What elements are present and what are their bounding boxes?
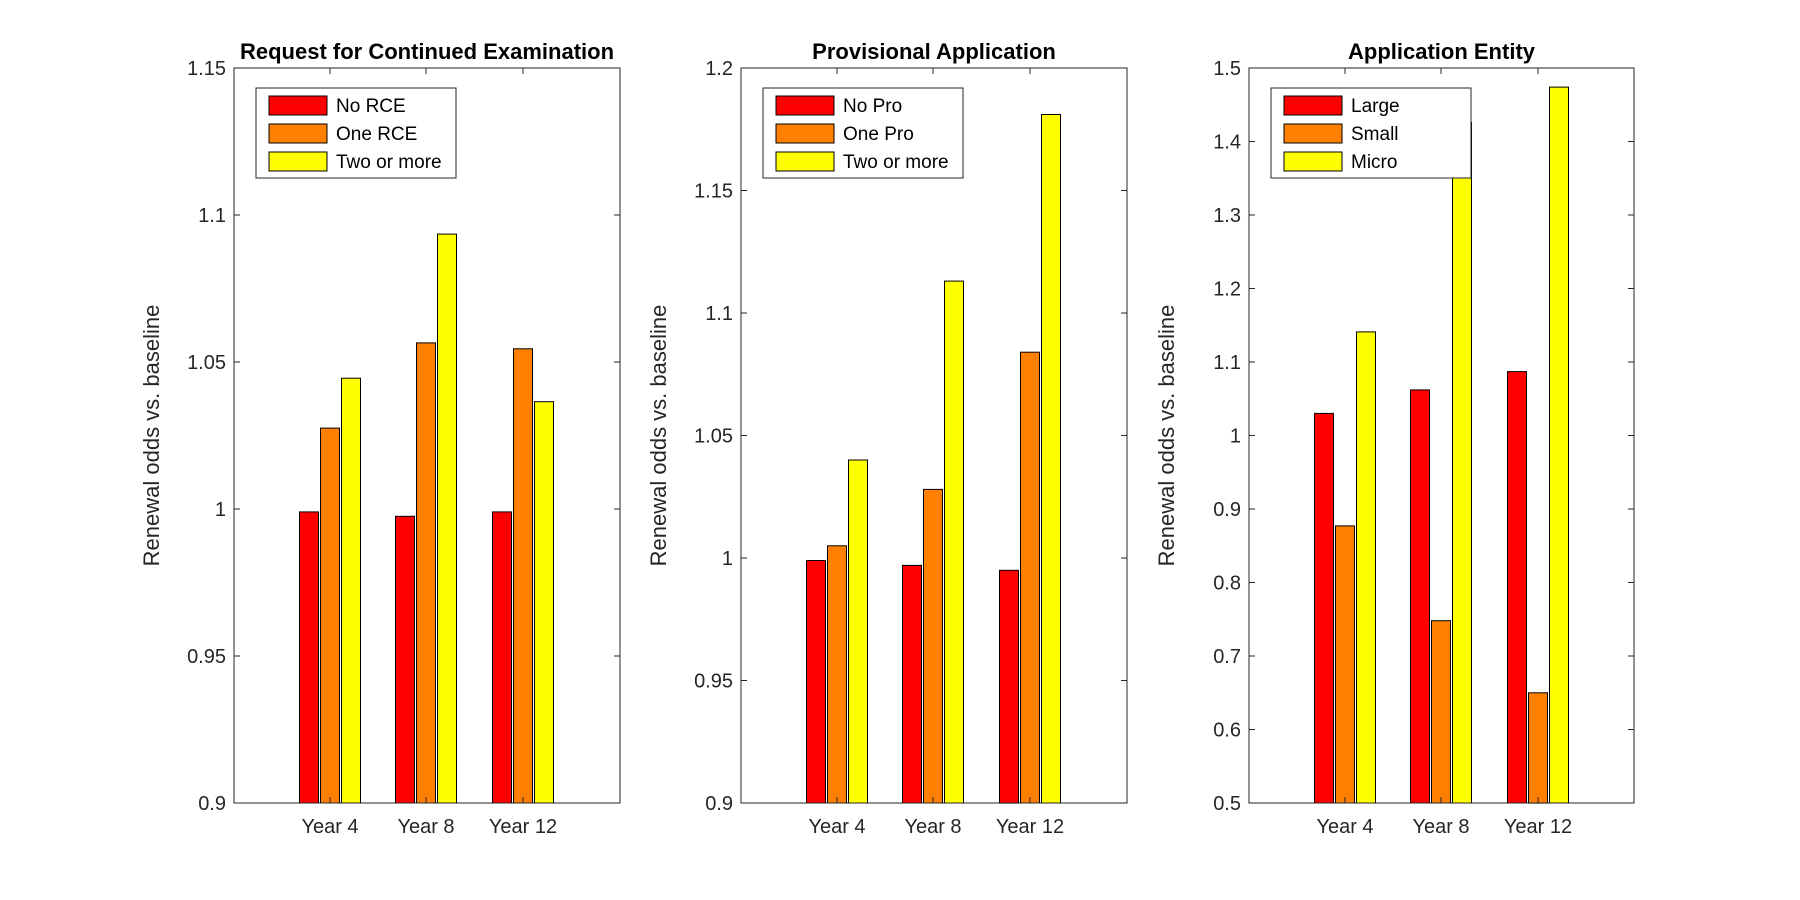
- x-tick-label: Year 4: [301, 816, 358, 838]
- y-tick-label: 1.5: [1213, 58, 1241, 80]
- bar: [924, 489, 943, 803]
- chart-panel-2: 0.9 0.95 1 1.05 1.1 1.15 1.2 Year 4 Year 8 Year 1…: [646, 39, 1127, 838]
- y-tick-label: 0.9: [1213, 499, 1241, 521]
- bar: [1357, 332, 1376, 803]
- bar: [1336, 526, 1355, 803]
- bar: [1021, 352, 1040, 803]
- legend: No Pro One Pro Two or more: [763, 88, 963, 178]
- chart-title: Request for Continued Examination: [240, 39, 614, 64]
- bar: [1508, 372, 1527, 803]
- bar: [396, 516, 415, 803]
- x-tick-label: Year 12: [996, 816, 1064, 838]
- legend-swatch: [1284, 152, 1342, 171]
- bar: [1550, 87, 1569, 803]
- y-tick-label: 1: [215, 499, 226, 521]
- y-tick-label: 1.1: [1213, 352, 1241, 374]
- legend-label: Micro: [1351, 152, 1397, 173]
- bar: [1432, 621, 1451, 803]
- y-tick-label: 0.7: [1213, 646, 1241, 668]
- legend-label: Two or more: [336, 152, 442, 173]
- bar: [1315, 413, 1334, 803]
- legend-swatch: [1284, 96, 1342, 115]
- y-tick-label: 1.4: [1213, 132, 1241, 154]
- bar: [342, 378, 361, 803]
- chart-title: Provisional Application: [812, 39, 1056, 64]
- legend-label: Small: [1351, 124, 1399, 145]
- bar: [945, 281, 964, 803]
- y-tick-label: 0.9: [705, 793, 733, 815]
- legend-label: No RCE: [336, 96, 406, 117]
- legend: Large Small Micro: [1271, 88, 1471, 178]
- legend-label: Two or more: [843, 152, 949, 173]
- legend-label: Large: [1351, 96, 1400, 117]
- y-tick-label: 1.2: [1213, 279, 1241, 301]
- bar: [849, 460, 868, 803]
- chart-panel-1: 0.9 0.95 1 1.05 1.1 1.15 Year 4 Year 8 Year 12 Re…: [139, 39, 620, 838]
- y-tick-label: 0.5: [1213, 793, 1241, 815]
- y-tick-label: 0.6: [1213, 720, 1241, 742]
- x-tick-label: Year 4: [808, 816, 865, 838]
- y-tick-label: 1.15: [187, 58, 226, 80]
- y-tick-label: 0.8: [1213, 573, 1241, 595]
- y-tick-label: 0.95: [187, 646, 226, 668]
- y-tick-label: 1.1: [705, 303, 733, 325]
- legend-swatch: [776, 152, 834, 171]
- legend-swatch: [1284, 124, 1342, 143]
- x-tick-label: Year 4: [1316, 816, 1373, 838]
- legend: No RCE One RCE Two or more: [256, 88, 456, 178]
- bar: [1042, 115, 1061, 804]
- legend-swatch: [269, 124, 327, 143]
- bar: [1529, 693, 1548, 803]
- chart-panel-3: 0.5 0.6 0.7 0.8 0.9 1 1.1 1.2 1.3 1.4 1.5 Year 4 Yea…: [1154, 39, 1634, 838]
- bar: [903, 565, 922, 803]
- y-tick-label: 1.05: [187, 352, 226, 374]
- y-tick-label: 1.05: [694, 426, 733, 448]
- chart-title: Application Entity: [1348, 39, 1536, 64]
- x-tick-label: Year 8: [904, 816, 961, 838]
- legend-swatch: [776, 124, 834, 143]
- y-tick-label: 1.2: [705, 58, 733, 80]
- bar: [828, 546, 847, 803]
- legend-label: One Pro: [843, 124, 914, 145]
- bar: [438, 234, 457, 803]
- bar: [1411, 390, 1430, 803]
- legend-swatch: [269, 152, 327, 171]
- legend-swatch: [776, 96, 834, 115]
- bar: [807, 561, 826, 804]
- legend-label: One RCE: [336, 124, 417, 145]
- x-tick-label: Year 12: [489, 816, 557, 838]
- y-tick-label: 1: [722, 548, 733, 570]
- y-tick-label: 0.95: [694, 671, 733, 693]
- y-tick-label: 1.15: [694, 181, 733, 203]
- y-tick-label: 1: [1230, 426, 1241, 448]
- legend-swatch: [269, 96, 327, 115]
- y-axis-label: Renewal odds vs. baseline: [139, 305, 164, 567]
- bar: [514, 349, 533, 803]
- y-tick-label: 1.1: [198, 205, 226, 227]
- x-tick-label: Year 8: [397, 816, 454, 838]
- bar: [417, 343, 436, 803]
- y-tick-label: 0.9: [198, 793, 226, 815]
- bar: [321, 428, 340, 803]
- x-tick-label: Year 12: [1504, 816, 1572, 838]
- y-axis-label: Renewal odds vs. baseline: [1154, 305, 1179, 567]
- bar: [1453, 122, 1472, 803]
- y-tick-label: 1.3: [1213, 205, 1241, 227]
- x-tick-label: Year 8: [1412, 816, 1469, 838]
- bar: [1000, 570, 1019, 803]
- y-axis-label: Renewal odds vs. baseline: [646, 305, 671, 567]
- legend-label: No Pro: [843, 96, 902, 117]
- bar: [300, 512, 319, 803]
- bar: [493, 512, 512, 803]
- bar: [535, 402, 554, 803]
